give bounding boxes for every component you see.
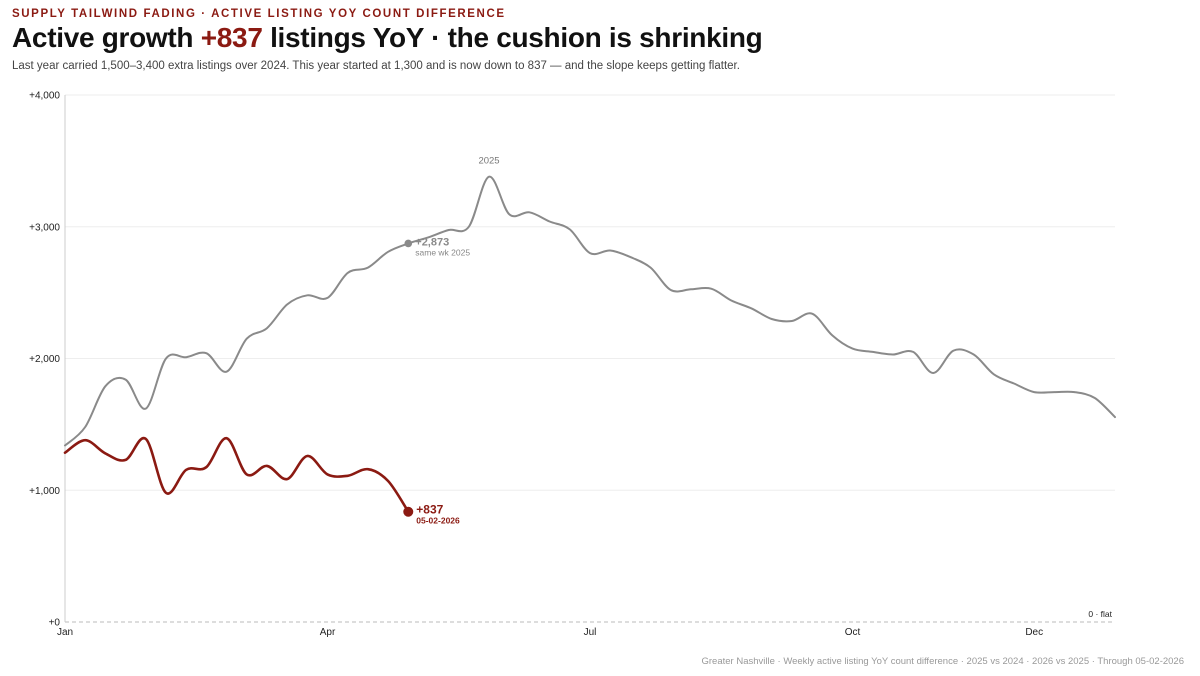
zero-flat-label: 0 · flat [1088,609,1112,619]
x-tick-label: Jul [584,627,597,638]
chart-subtitle: Last year carried 1,500–3,400 extra list… [12,60,740,72]
y-tick-label: +1,000 [29,486,60,497]
x-tick-label: Oct [845,627,861,638]
same-week-2025-point [404,239,413,248]
chart-kicker: SUPPLY TAILWIND FADING · ACTIVE LISTING … [12,8,506,20]
chart-title: Active growth +837 listings YoY · the cu… [12,22,763,54]
y-tick-label: +0 [49,618,61,629]
current-value-point [403,506,414,517]
current-value-label: +837 [416,503,443,517]
x-tick-label: Dec [1025,627,1043,638]
y-tick-label: +4,000 [29,91,60,102]
same-week-2025-value: +2,873 [415,236,449,248]
chart-footer: Greater Nashville · Weekly active listin… [701,656,1184,667]
same-week-2025-caption: same wk 2025 [415,247,470,257]
axes: +0 +1,000 +2,000 +3,000 +4,000 Jan Apr Jul Oct De… [29,91,1043,639]
title-highlight: +837 [200,22,263,53]
current-date-label: 05-02-2026 [416,516,460,526]
x-tick-label: Jan [57,627,73,638]
y-tick-label: +2,000 [29,354,60,365]
series-line-2026 [63,436,410,513]
series-label-2025: 2025 [478,156,499,167]
series-line-2025 [64,175,1116,447]
title-prefix: Active growth [12,22,201,53]
title-suffix: listings YoY · the cushion is shrinking [262,22,763,53]
y-tick-label: +3,000 [29,222,60,233]
x-tick-label: Apr [320,627,336,638]
grid-lines [65,94,1115,623]
series-lines [63,175,1116,513]
